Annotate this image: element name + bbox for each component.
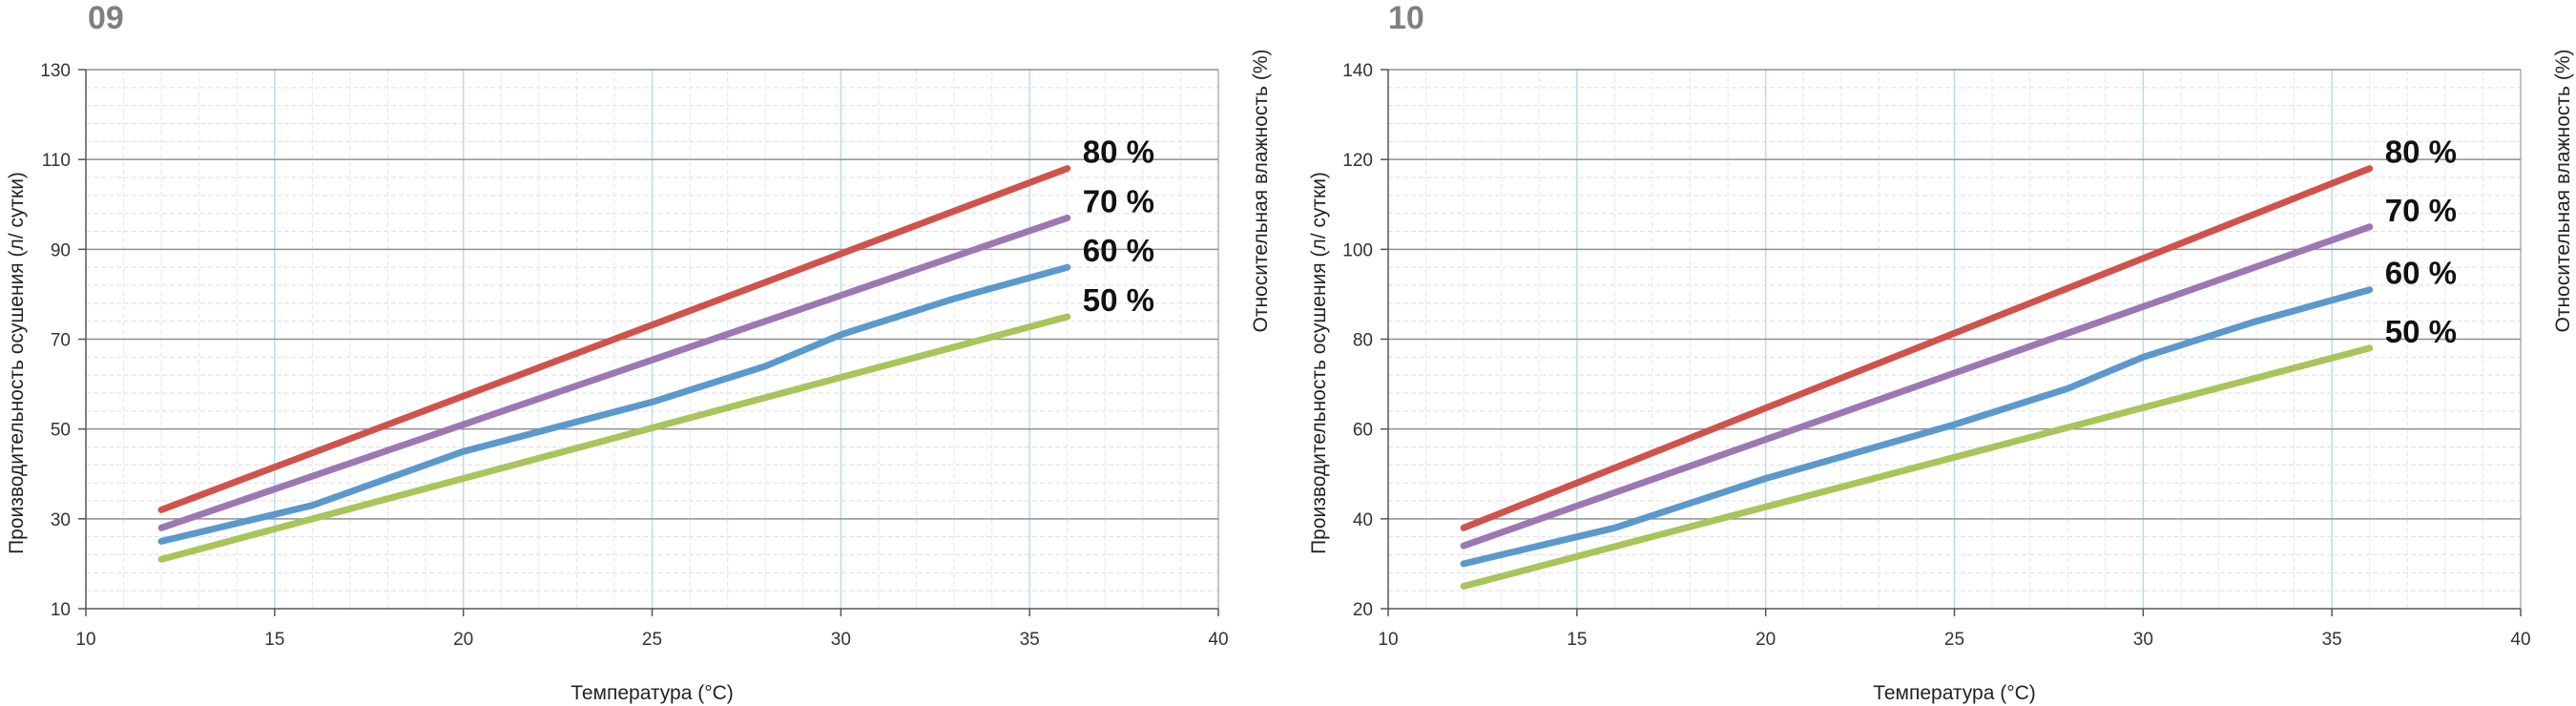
y-tick-label: 70 [51,331,71,351]
x-tick-label: 10 [75,630,95,650]
series-line-70 [1460,223,2374,550]
series-line-80 [157,165,1071,513]
y-tick-label: 80 [1353,331,1373,351]
series-line-70 [157,214,1071,531]
x-axis-title: Температура (°C) [1873,682,2036,704]
panel-number: 10 [1388,0,1424,36]
series-line-60 [1460,286,2374,568]
x-axis-title: Температура (°C) [571,682,734,704]
x-tick-label: 30 [831,630,851,650]
y-tick-label: 120 [1342,151,1373,171]
y-tick-label: 140 [1342,61,1373,81]
series-label-80: 80 % [2385,135,2457,170]
x-tick-label: 25 [642,630,662,650]
x-tick-label: 40 [2510,630,2530,650]
y-tick-label: 130 [40,61,71,81]
series-line-80 [1460,165,2374,531]
series-line-60 [157,263,1071,545]
chart-09: 10 30 50 70 90 110 130 10 15 20 25 30 35 40 Температур… [6,50,1272,704]
series-label-60: 60 % [1083,233,1154,268]
y-tick-label: 40 [1353,510,1373,530]
x-tick-label: 40 [1208,630,1228,650]
x-tick-label: 25 [1944,630,1964,650]
chart-panel-09: 09 10 30 50 70 90 110 130 10 15 20 25 30 35 40 Темпера… [6,0,1272,704]
chart-panel-10: 10 20 40 60 80 100 120 140 10 15 20 25 30 35 40 Темпер… [1302,0,2576,706]
x-tick-label: 20 [453,630,473,650]
y-tick-label: 20 [1353,600,1373,620]
y-tick-label: 90 [51,240,71,260]
y-axis-title: Производительность осушения (л/ сутки) [6,172,28,554]
y-tick-label: 10 [51,600,71,620]
series-label-50: 50 % [1083,282,1154,318]
y2-axis-title: Относительная влажность (%) [2552,50,2574,333]
y-tick-label: 30 [51,510,71,530]
panel-number: 09 [88,0,124,36]
series-label-70: 70 % [1083,183,1154,218]
y-axis-title: Производительность осушения (л/ сутки) [1308,172,1330,554]
x-tick-label: 35 [1020,630,1040,650]
series-label-70: 70 % [2385,193,2457,228]
series-line-50 [1460,344,2374,590]
x-tick-label: 15 [264,630,284,650]
y-tick-label: 100 [1342,240,1373,260]
series-label-50: 50 % [2385,314,2457,349]
y-tick-label: 50 [51,421,71,441]
series-label-80: 80 % [1083,135,1154,170]
x-tick-label: 10 [1378,630,1398,650]
x-tick-label: 30 [2133,630,2153,650]
x-tick-label: 20 [1755,630,1776,650]
series-line-50 [157,313,1071,563]
y-tick-label: 60 [1353,421,1373,441]
series-label-60: 60 % [2385,256,2457,291]
x-tick-label: 35 [2322,630,2342,650]
y2-axis-title: Относительная влажность (%) [1250,50,1272,333]
chart-10: 20 40 60 80 100 120 140 10 15 20 25 30 35 40 Температу… [1308,50,2574,704]
x-tick-label: 15 [1567,630,1587,650]
y-tick-label: 110 [42,151,71,171]
